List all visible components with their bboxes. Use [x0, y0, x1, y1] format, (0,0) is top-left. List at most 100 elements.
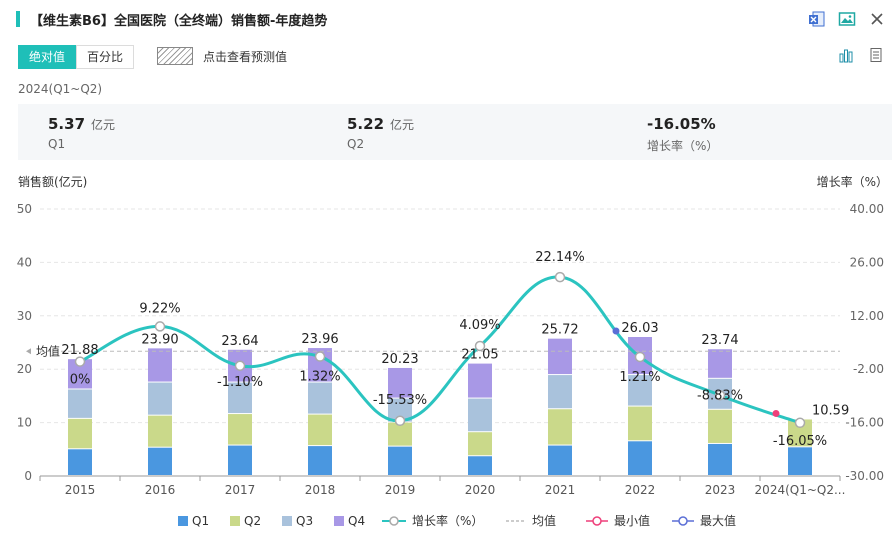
- bar-q1: [628, 441, 652, 475]
- period-label: 2024(Q1~Q2): [18, 82, 103, 96]
- bar-q3: [228, 382, 252, 414]
- growth-rate-point: [74, 356, 86, 367]
- bar-q3: [628, 375, 652, 406]
- stat-q1-unit: 亿元: [91, 118, 116, 132]
- growth-rate-point: [554, 271, 566, 283]
- legend-label-growth: 增长率（%）: [412, 513, 483, 528]
- bar-q2: [708, 409, 732, 443]
- y-tick-right-label: -16.00: [845, 416, 884, 430]
- legend-label-mean: 均值: [532, 513, 556, 528]
- stat-q2: 5.22 亿元 Q2: [347, 114, 414, 151]
- bar-q2: [308, 414, 332, 446]
- bar-q1: [388, 446, 412, 475]
- growth-rate-label: 1.21%: [619, 370, 660, 385]
- legend-swatch-min: [592, 516, 602, 526]
- total-label: 10.59: [812, 403, 849, 418]
- x-tick-label: 2022: [625, 483, 656, 497]
- y-tick-left-label: 0: [24, 469, 32, 483]
- bar-q1: [468, 456, 492, 475]
- total-label: 23.96: [301, 332, 338, 347]
- mean-line-label: 均值: [36, 343, 60, 358]
- growth-rate-point: [794, 417, 806, 429]
- min-value-marker: [772, 409, 780, 417]
- total-label: 23.74: [701, 333, 738, 348]
- bar-q2: [388, 422, 412, 446]
- bar-q2: [228, 414, 252, 445]
- stat-q1-label: Q1: [48, 137, 66, 151]
- y-tick-right-label: 40.00: [850, 202, 884, 216]
- forecast-hatch-swatch[interactable]: [157, 47, 193, 65]
- bar-q4: [468, 363, 492, 398]
- total-label: 23.64: [221, 334, 258, 349]
- legend-swatch-q3: [282, 516, 292, 526]
- x-tick-label: 2019: [385, 483, 416, 497]
- y-tick-left-label: 40: [17, 255, 32, 269]
- export-image-icon[interactable]: [838, 10, 856, 28]
- toggle-percent-button[interactable]: 百分比: [76, 45, 135, 69]
- growth-rate-label: 4.09%: [459, 318, 500, 333]
- bar-q1: [308, 446, 332, 475]
- x-tick-label: 2018: [305, 483, 336, 497]
- y-tick-left-label: 10: [17, 416, 32, 430]
- bar-q3: [468, 398, 492, 432]
- y-axis-right-title: 增长率（%）: [817, 174, 888, 189]
- y-tick-left-label: 50: [17, 202, 32, 216]
- bar-chart-icon[interactable]: [838, 47, 854, 67]
- total-label: 20.23: [381, 352, 418, 367]
- mean-line-marker: [26, 348, 31, 355]
- x-tick-label: 2015: [65, 483, 96, 497]
- bar-q3: [388, 398, 412, 422]
- bar-q2: [68, 418, 92, 449]
- growth-rate-point: [634, 351, 646, 363]
- legend-swatch-max: [678, 516, 688, 526]
- bar-q1: [788, 447, 812, 475]
- stat-growth-value: -16.05%: [647, 115, 716, 133]
- legend-swatch-q1: [178, 516, 188, 526]
- stat-q1: 5.37 亿元 Q1: [48, 114, 115, 151]
- bar-q1: [708, 443, 732, 475]
- legend-label-q1: Q1: [192, 514, 209, 528]
- stats-panel: 5.37 亿元 Q1 5.22 亿元 Q2 -16.05% 增长率（%）: [18, 104, 892, 160]
- toggle-absolute-button[interactable]: 绝对值: [18, 45, 77, 69]
- bar-q2: [628, 406, 652, 441]
- forecast-toggle-label[interactable]: 点击查看预测值: [203, 50, 288, 64]
- y-tick-left-label: 30: [17, 309, 32, 323]
- table-view-icon[interactable]: [868, 47, 884, 67]
- stat-growth-label: 增长率（%）: [647, 139, 719, 153]
- title-accent-bar: [16, 11, 20, 27]
- growth-rate-label: -8.83%: [697, 388, 743, 403]
- value-mode-toggle: 绝对值 百分比: [18, 45, 135, 69]
- stat-q2-value: 5.22: [347, 115, 385, 133]
- x-tick-label: 2020: [465, 483, 496, 497]
- max-value-marker: [612, 327, 620, 335]
- growth-rate-point: [154, 321, 166, 332]
- y-tick-right-label: -2.00: [853, 362, 884, 376]
- legend-label-q4: Q4: [348, 514, 365, 528]
- y-tick-right-label: 26.00: [850, 255, 884, 269]
- growth-rate-point: [474, 340, 486, 352]
- growth-rate-point: [714, 390, 726, 401]
- growth-rate-point: [394, 415, 406, 427]
- bar-q4: [548, 338, 572, 375]
- close-icon[interactable]: [868, 10, 886, 28]
- export-excel-icon[interactable]: [808, 10, 826, 28]
- total-label: 21.88: [61, 343, 98, 358]
- y-tick-right-label: 12.00: [850, 309, 884, 323]
- bar-q1: [228, 445, 252, 475]
- growth-rate-label: 22.14%: [535, 250, 585, 265]
- title-bar: 【维生素B6】全国医院（全终端）销售额-年度趋势: [16, 10, 327, 29]
- growth-rate-label: -15.53%: [373, 393, 427, 408]
- view-switcher: [838, 47, 884, 67]
- bar-q1: [68, 449, 92, 475]
- x-tick-label: 2016: [145, 483, 176, 497]
- stat-q1-value: 5.37: [48, 115, 86, 133]
- legend-swatch-growth-point: [389, 516, 399, 526]
- x-tick-label: 2024(Q1~Q2...: [755, 483, 846, 497]
- growth-rate-label: -16.05%: [773, 434, 827, 449]
- total-label: 25.72: [541, 323, 578, 338]
- stat-q2-unit: 亿元: [390, 118, 415, 132]
- bar-q2: [468, 432, 492, 456]
- stat-growth: -16.05% 增长率（%）: [647, 114, 718, 154]
- legend-swatch-q4: [334, 516, 344, 526]
- bar-q4: [388, 367, 412, 398]
